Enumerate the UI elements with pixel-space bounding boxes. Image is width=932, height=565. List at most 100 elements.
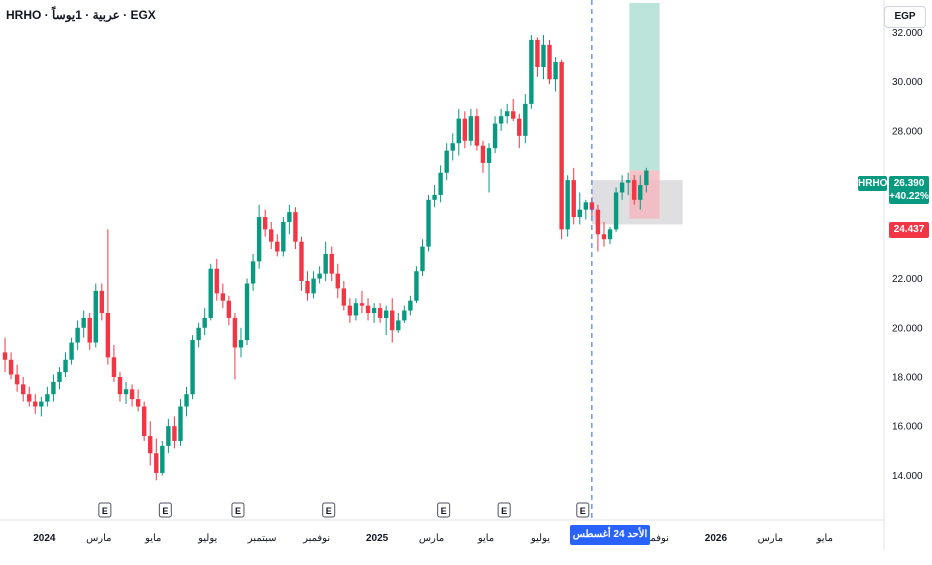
candlestick-series [2,34,649,481]
candle-body [632,180,637,200]
candle-body [262,217,268,230]
candle [577,192,582,225]
candle [571,167,576,225]
position-zones [591,3,683,225]
earnings-marker[interactable]: E [158,502,172,518]
currency-button[interactable]: EGP [884,6,926,28]
candle [20,376,26,402]
candle-body [39,401,44,407]
candle [347,298,353,323]
candle [220,283,226,309]
candle-body [371,308,377,314]
candle [402,305,407,323]
candle [305,271,310,301]
candle [81,310,86,338]
candle-body [208,268,213,318]
candle-body [299,241,304,282]
candle [129,384,135,407]
candle [317,266,322,284]
candle-body [184,394,189,407]
candle-body [414,271,419,301]
candle-body [504,111,510,117]
x-tick-label: نوفمبر [302,533,330,544]
candle [226,295,232,326]
candle [341,281,347,311]
y-tick-label: 28.000 [892,126,923,137]
candle-body [553,62,558,80]
candle [541,34,546,80]
candle-body [275,241,280,252]
candle-body [559,62,564,230]
candle [638,175,643,210]
candle [275,234,280,257]
earnings-marker[interactable]: E [322,502,336,518]
candle [371,303,377,323]
earnings-marker-label: E [441,506,447,516]
candle [553,57,558,92]
candle [456,108,461,156]
candle-body [57,372,62,382]
earnings-marker[interactable]: E [497,502,511,518]
x-tick-label: يوليو [530,533,550,544]
earnings-marker[interactable]: E [98,502,112,518]
candle [166,418,171,454]
candle [105,229,111,365]
candle [244,278,250,345]
price-chart[interactable]: 14.00016.00018.00020.00022.00024.00026.0… [0,0,932,550]
earnings-marker[interactable]: E [437,502,451,518]
candle [462,111,468,149]
earnings-marker-box [231,502,245,518]
candle-body [238,340,244,348]
candle-body [2,352,8,360]
candle [408,295,413,316]
candle-body [111,357,117,377]
candle [444,143,449,181]
candle [329,246,334,282]
y-tick-label: 18.000 [892,372,923,383]
candle [57,367,62,390]
earnings-marker[interactable]: E [231,502,245,518]
last-price-label: 26.390 +40.22% [889,176,929,204]
candle-body [601,234,607,240]
candle-body [383,310,389,318]
candle-body [541,44,546,67]
candle [287,204,292,235]
candle [390,298,395,343]
candle-body [63,359,68,373]
y-tick-label: 20.000 [892,323,923,334]
earnings-marker-label: E [235,506,241,516]
candle-body [226,300,232,318]
y-tick-label: 22.000 [892,274,923,285]
candle [432,185,437,208]
earnings-marker-label: E [162,506,168,516]
candle-body [486,148,492,163]
candle [559,59,564,240]
candle [474,108,480,151]
candle [396,313,401,333]
candle-body [377,308,383,318]
x-tick-label: مايو [477,533,494,544]
earnings-marker[interactable]: E [576,502,590,518]
candle-body [535,39,540,67]
candle-body [462,118,468,141]
candle [69,337,74,365]
candle [420,239,425,277]
candle [535,37,540,77]
candle-body [565,180,570,230]
earnings-marker-box [322,502,336,518]
candle-body [148,436,153,454]
candle-body [619,182,625,193]
candle-body [323,253,328,274]
candle [2,337,8,373]
x-tick-label: 2026 [705,533,728,544]
candle-body [123,389,129,395]
candle [625,172,631,195]
candle-body [390,310,395,331]
candle [111,344,117,382]
candle-body [347,305,353,316]
candle [269,221,274,250]
candle-body [293,212,298,242]
chart-title: HRHO · عربية · 1يوساً · EGX [6,8,156,22]
candle-body [492,123,498,149]
candle [438,165,443,203]
